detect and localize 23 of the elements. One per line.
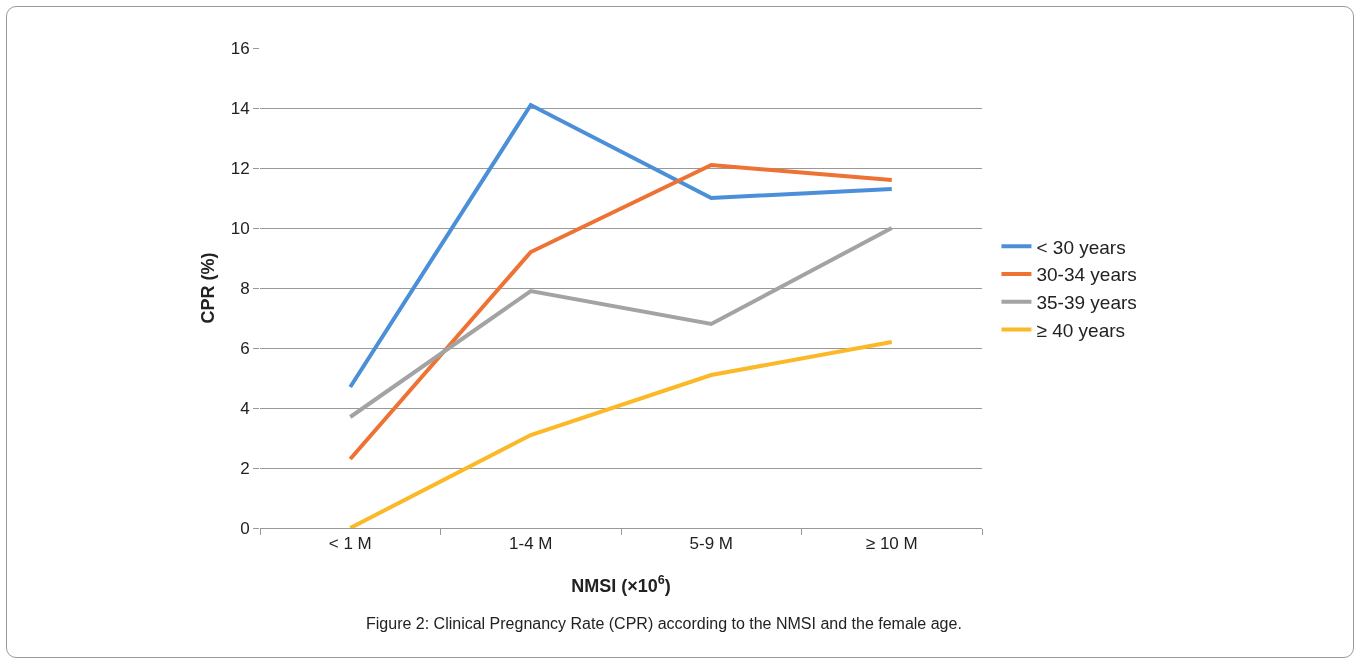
x-tick-label: 1-4 M bbox=[509, 534, 553, 554]
line-series bbox=[348, 103, 894, 389]
x-tick-label: 5-9 M bbox=[689, 534, 733, 554]
y-axis-title: CPR (%) bbox=[198, 252, 218, 324]
x-tick-label: ≥ 10 M bbox=[865, 534, 918, 554]
y-tick-label: 4 bbox=[240, 398, 250, 418]
x-tick-label: < 1 M bbox=[328, 534, 372, 554]
y-tick-label: 0 bbox=[240, 518, 250, 538]
x-axis-title: NMSI (×10$^{6}$) bbox=[571, 573, 671, 596]
y-tick-label: 8 bbox=[240, 278, 250, 298]
y-tick-label: 2 bbox=[240, 458, 250, 478]
line-series bbox=[348, 340, 894, 528]
y-tick-label: 14 bbox=[230, 98, 250, 118]
legend-label: 35-39 years bbox=[1036, 292, 1137, 314]
y-tick-label: 10 bbox=[230, 218, 250, 238]
caption: Figure 2: Clinical Pregnancy Rate (CPR) according to the NMSI and the female age. bbox=[366, 615, 962, 632]
legend-label: < 30 years bbox=[1036, 236, 1126, 258]
legend-label: ≥ 40 years bbox=[1036, 319, 1126, 341]
y-tick-label: 6 bbox=[240, 338, 250, 358]
legend-label: 30-34 years bbox=[1036, 264, 1137, 286]
y-tick-label: 12 bbox=[230, 158, 250, 178]
y-tick-label: 16 bbox=[230, 38, 250, 58]
line-series bbox=[348, 163, 894, 461]
